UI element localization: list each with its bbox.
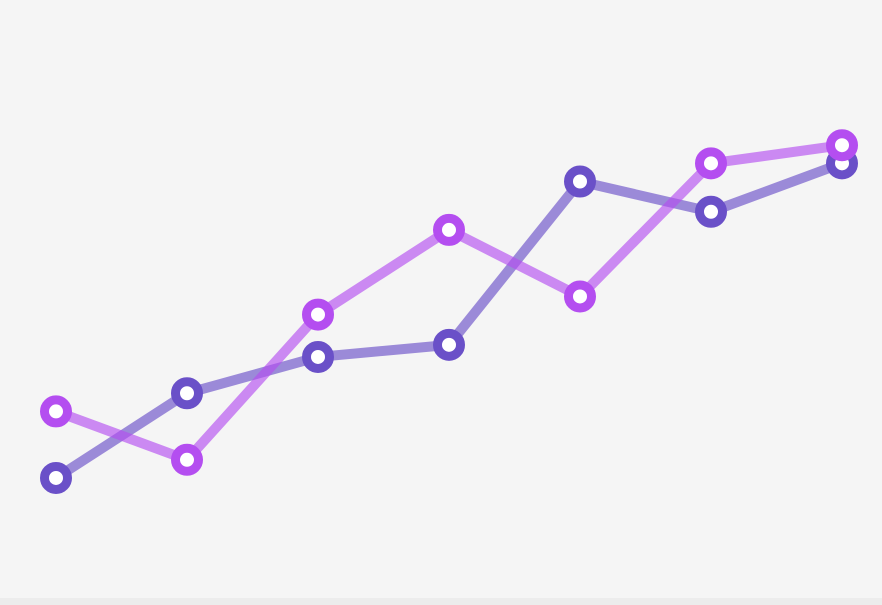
point-marker — [171, 377, 203, 410]
point-marker — [564, 280, 596, 313]
point-marker — [564, 165, 596, 198]
point-marker — [40, 461, 72, 494]
bottom-strip — [0, 598, 882, 605]
point-marker — [826, 129, 858, 162]
point-marker — [433, 213, 465, 246]
point-marker — [695, 147, 727, 180]
point-marker — [433, 328, 465, 361]
point-marker — [302, 340, 334, 373]
point-marker — [695, 195, 727, 228]
point-marker — [171, 443, 203, 476]
point-marker — [302, 298, 334, 331]
point-marker — [40, 395, 72, 428]
